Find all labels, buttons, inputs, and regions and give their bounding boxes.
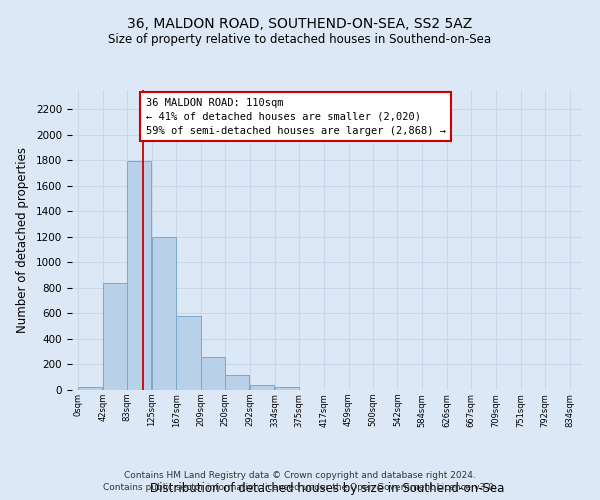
- X-axis label: Distribution of detached houses by size in Southend-on-Sea: Distribution of detached houses by size …: [150, 482, 504, 496]
- Bar: [176, 316, 200, 390]
- Bar: [127, 162, 151, 390]
- Text: Contains public sector information licensed under the Open Government Licence v3: Contains public sector information licen…: [103, 484, 497, 492]
- Y-axis label: Number of detached properties: Number of detached properties: [16, 147, 29, 333]
- Bar: [225, 376, 250, 390]
- Text: 36 MALDON ROAD: 110sqm
← 41% of detached houses are smaller (2,020)
59% of semi-: 36 MALDON ROAD: 110sqm ← 41% of detached…: [146, 98, 446, 136]
- Bar: [275, 387, 299, 390]
- Bar: [250, 385, 274, 390]
- Text: Size of property relative to detached houses in Southend-on-Sea: Size of property relative to detached ho…: [109, 32, 491, 46]
- Text: Contains HM Land Registry data © Crown copyright and database right 2024.: Contains HM Land Registry data © Crown c…: [124, 471, 476, 480]
- Bar: [103, 283, 127, 390]
- Bar: [78, 387, 102, 390]
- Text: 36, MALDON ROAD, SOUTHEND-ON-SEA, SS2 5AZ: 36, MALDON ROAD, SOUTHEND-ON-SEA, SS2 5A…: [127, 18, 473, 32]
- Bar: [152, 237, 176, 390]
- Bar: [201, 358, 225, 390]
